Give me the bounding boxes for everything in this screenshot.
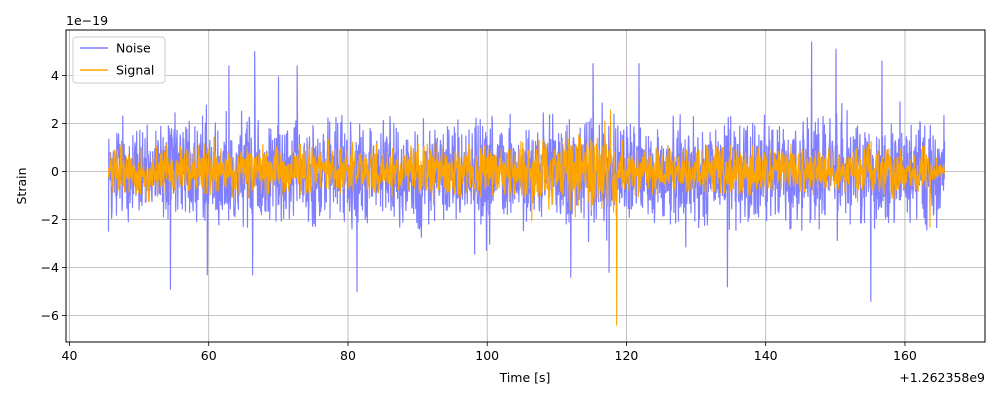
series-layer xyxy=(107,41,946,326)
x-tick-label: 60 xyxy=(201,348,217,363)
x-tick-label: 160 xyxy=(893,348,917,363)
x-axis: 40 60 80 100 120 140 160 xyxy=(62,342,917,363)
y-axis-title: Strain xyxy=(14,167,29,204)
y-tick-label: −6 xyxy=(41,308,59,323)
x-axis-title: Time [s] xyxy=(499,370,551,385)
legend: Noise Signal xyxy=(72,36,166,84)
x-offset-label: +1.262358e9 xyxy=(899,370,985,385)
legend-noise-label: Noise xyxy=(116,41,151,56)
y-tick-label: 2 xyxy=(51,116,59,131)
signal-series-line xyxy=(107,109,945,326)
x-tick-label: 100 xyxy=(475,348,499,363)
y-axis: −6 −4 −2 0 2 4 xyxy=(41,68,66,323)
plot-frame xyxy=(65,29,986,343)
y-tick-label: 4 xyxy=(51,68,59,83)
x-tick-label: 140 xyxy=(754,348,778,363)
x-tick-label: 80 xyxy=(340,348,356,363)
x-tick-label: 40 xyxy=(62,348,78,363)
legend-signal-label: Signal xyxy=(116,63,154,78)
y-tick-label: −4 xyxy=(41,260,59,275)
y-scale-offset-label: 1e−19 xyxy=(66,13,108,28)
y-tick-label: −2 xyxy=(41,212,59,227)
y-tick-label: 0 xyxy=(51,164,59,179)
x-tick-label: 120 xyxy=(615,348,639,363)
